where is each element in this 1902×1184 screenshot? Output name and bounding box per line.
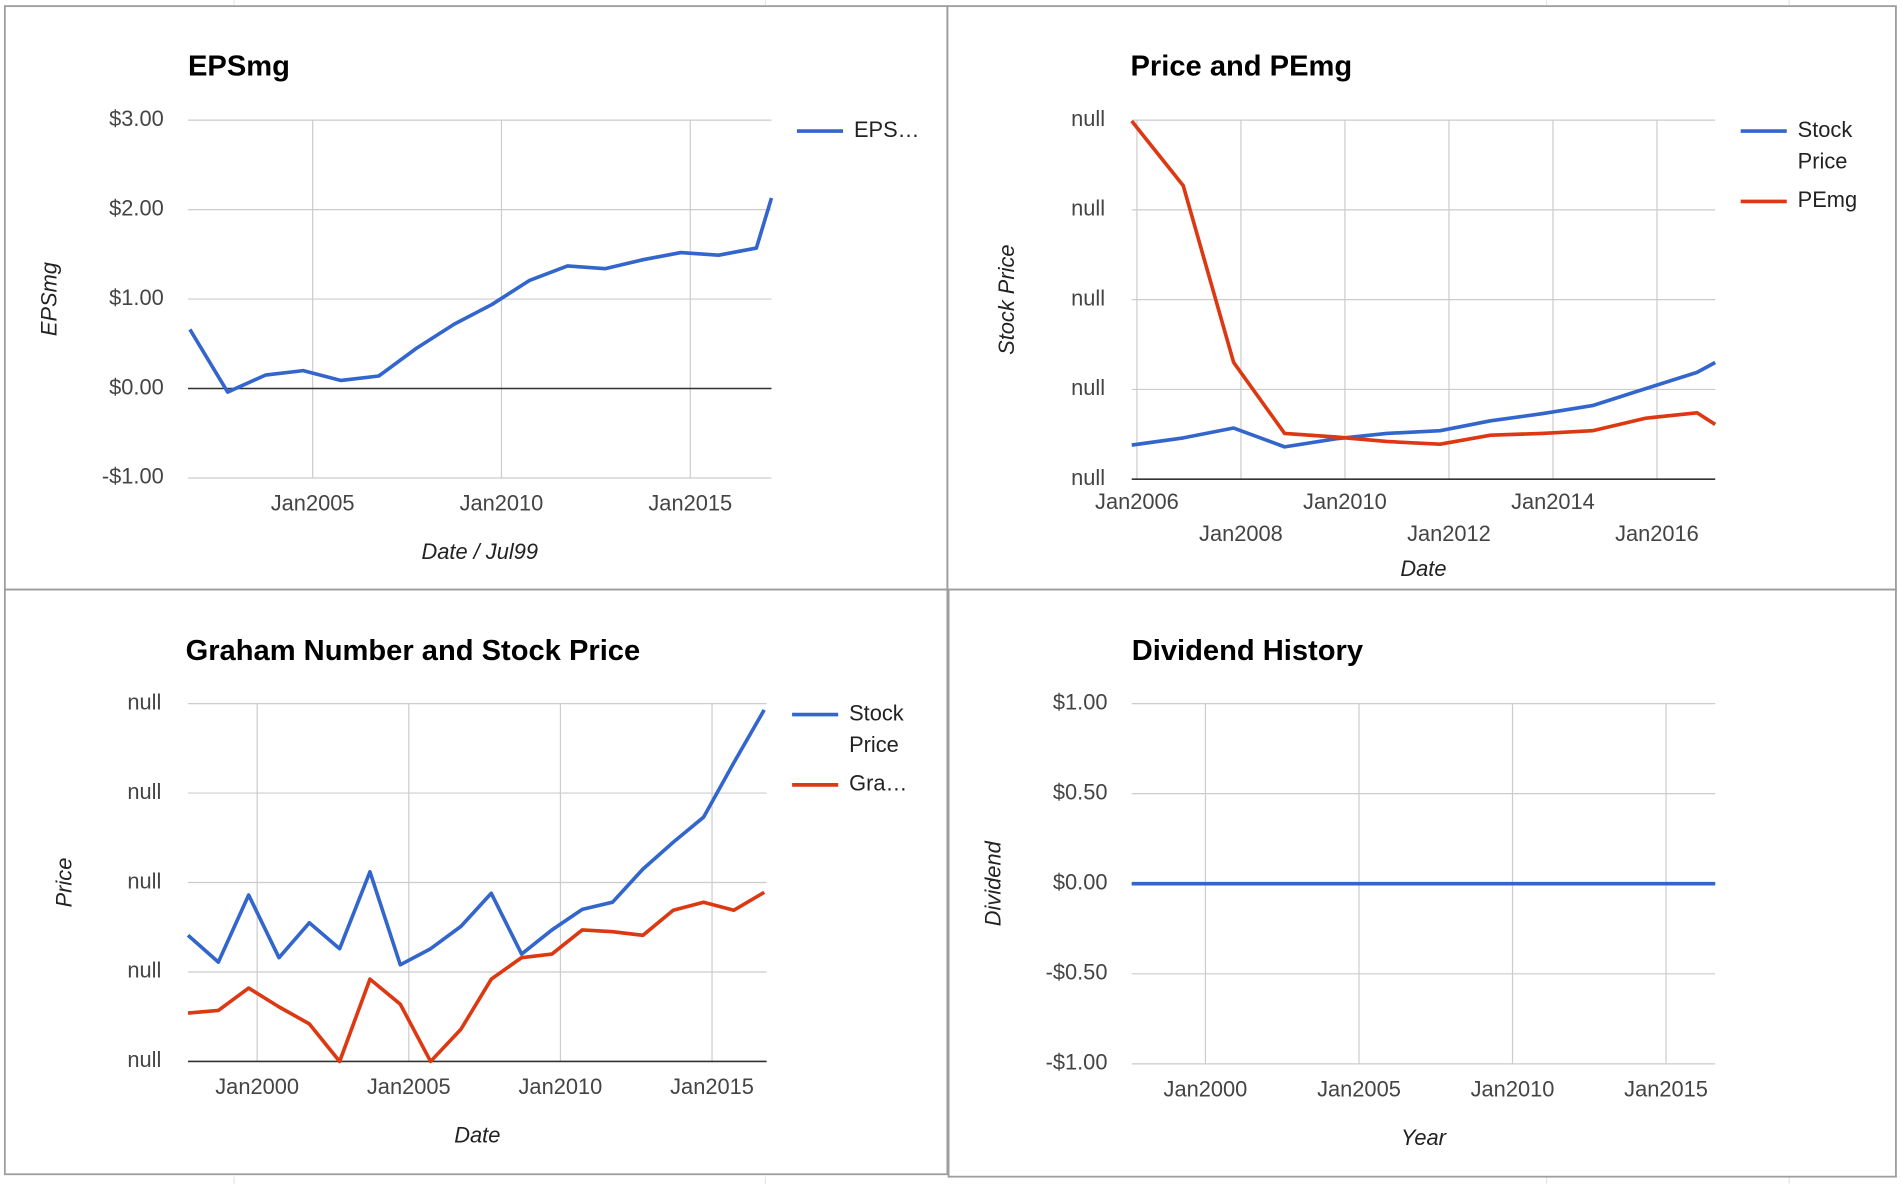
y-tick-label: null [127,1047,161,1072]
x-tick-label: Jan2005 [271,490,355,515]
legend-label: Gra… [849,771,907,796]
x-tick-label: Jan2014 [1511,489,1595,514]
x-axis-title: Date [454,1122,500,1147]
y-tick-label: null [1071,375,1105,400]
x-axis-title: Date / Jul99 [422,539,538,564]
y-tick-label: $0.50 [1053,779,1108,804]
x-tick-label: Jan2012 [1407,521,1491,546]
x-tick-label: Jan2015 [670,1074,754,1099]
y-axis-title: Stock Price [994,244,1019,354]
x-tick-label: Jan2005 [1317,1076,1401,1101]
panel [947,588,1897,1178]
legend-label-line: Stock [849,700,910,725]
y-tick-label: $2.00 [109,195,164,220]
series-line [186,708,766,967]
legend-label: Stock Price [849,700,910,757]
y-tick-label: -$1.00 [1046,1050,1108,1075]
x-tick-label: Jan2010 [1471,1076,1555,1101]
y-tick-label: $1.00 [1053,689,1108,714]
series-line [1130,119,1717,447]
y-tick-label: null [127,689,161,714]
legend-label: EPS… [854,117,920,142]
y-tick-label: $1.00 [109,285,164,310]
x-tick-label: Jan2005 [367,1074,451,1099]
y-tick-label: null [1071,196,1105,221]
y-axis-title: EPSmg [37,262,62,336]
y-tick-label: $0.00 [1053,869,1108,894]
y-tick-label: null [1071,106,1105,131]
panel-borders [3,5,1897,1178]
chart-title: Graham Number and Stock Price [186,635,641,667]
x-tick-label: Jan2010 [519,1074,603,1099]
series-line [188,197,774,394]
y-tick-label: $0.00 [109,374,164,399]
y-axis-title: Price [51,858,76,908]
chart-title: Dividend History [1132,635,1364,667]
legend-label-line: Stock [1798,117,1859,142]
legend-label-line: Price [849,732,899,757]
x-tick-label: Jan2016 [1615,521,1699,546]
legend-label-line: Price [1798,148,1848,173]
x-axis-title: Year [1401,1125,1447,1150]
x-axis-title: Date [1400,556,1446,581]
y-tick-label: null [127,868,161,893]
x-tick-label: Jan2006 [1095,489,1179,514]
sheet-grid [233,0,1790,1184]
x-tick-label: Jan2010 [460,490,544,515]
x-tick-label: Jan2015 [1624,1076,1708,1101]
x-tick-label: Jan2015 [648,490,732,515]
legend-label: Stock Price [1798,117,1859,174]
y-tick-label: null [127,779,161,804]
chart-title: EPSmg [188,50,290,82]
x-tick-label: Jan2008 [1199,521,1283,546]
series-line [187,890,766,1064]
x-tick-label: Jan2000 [215,1074,299,1099]
y-tick-label: -$0.50 [1046,960,1108,985]
x-tick-label: Jan2010 [1303,489,1387,514]
y-tick-label: $3.00 [109,106,164,131]
series-line [1131,360,1717,449]
legend-label: PEmg [1798,187,1857,212]
y-tick-label: null [1071,285,1105,310]
y-tick-label: null [1071,465,1105,490]
panel [3,588,949,1176]
x-tick-label: Jan2000 [1164,1076,1248,1101]
y-tick-label: -$1.00 [102,464,164,489]
chart-title: Price and PEmg [1131,50,1353,82]
y-axis-title: Dividend [980,840,1005,926]
y-tick-label: null [127,958,161,983]
